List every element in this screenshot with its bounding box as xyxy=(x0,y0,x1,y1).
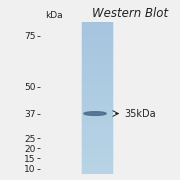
Text: Western Blot: Western Blot xyxy=(92,7,168,20)
Text: 35kDa: 35kDa xyxy=(124,109,156,119)
Text: kDa: kDa xyxy=(45,11,62,20)
Ellipse shape xyxy=(84,112,106,115)
